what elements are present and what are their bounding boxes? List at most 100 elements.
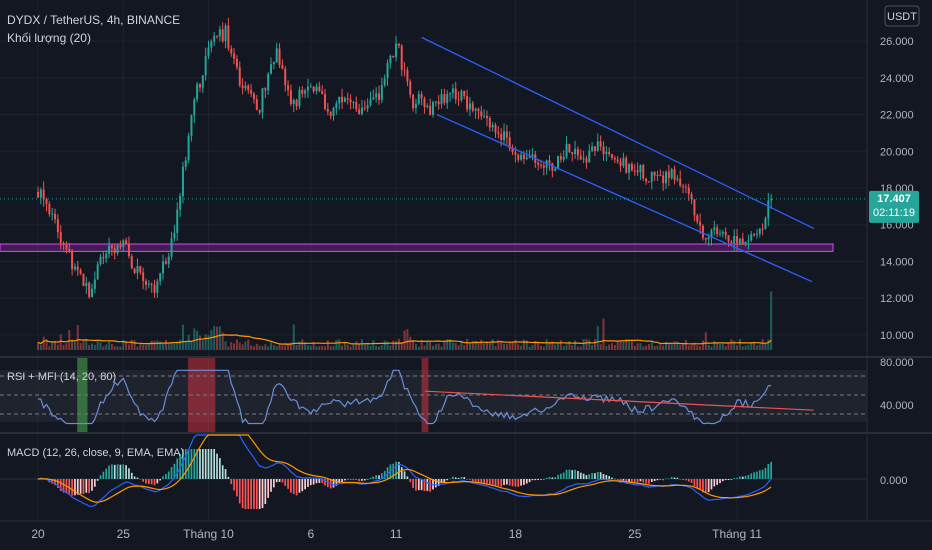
macd-histogram-bar: [400, 467, 403, 479]
channel-upper-line[interactable]: [421, 36, 815, 230]
candle-body: [306, 86, 309, 91]
candle-body: [247, 85, 250, 91]
candle-body: [153, 284, 156, 293]
macd-histogram-bar: [446, 479, 449, 481]
volume-bar: [278, 344, 281, 350]
volume-bar: [105, 344, 108, 350]
candle-body: [434, 101, 437, 103]
candle-body: [207, 47, 210, 56]
candle-body: [676, 178, 679, 180]
volume-bar: [497, 339, 500, 350]
macd-histogram-bar: [344, 479, 346, 481]
macd-histogram-bar: [139, 479, 142, 480]
volume-bar: [71, 339, 74, 350]
macd-histogram-bar: [585, 475, 588, 479]
candle-body: [79, 270, 82, 274]
time-label: Tháng 10: [183, 527, 234, 541]
macd-histogram-bar: [750, 473, 753, 479]
macd-histogram-bar: [537, 479, 539, 481]
macd-histogram-bar: [301, 479, 304, 492]
macd-histogram-bar: [761, 469, 764, 479]
candle-body: [176, 209, 179, 233]
price-axis[interactable]: 26.00024.00022.00020.00018.00016.00014.0…: [880, 36, 914, 342]
candle-body: [437, 101, 440, 105]
volume-bar: [503, 343, 506, 350]
rsi-legend[interactable]: RSI + MFI (14, 20, 80): [7, 371, 116, 383]
macd-histogram-bar: [105, 468, 108, 479]
volume-bar: [684, 339, 687, 350]
macd-histogram-bar: [37, 479, 39, 480]
macd-histogram-bar: [579, 472, 582, 479]
volume-bar: [738, 338, 741, 350]
volume-bar: [690, 344, 693, 350]
candle-body: [485, 115, 488, 119]
macd-histogram-bar: [577, 470, 579, 479]
grid-lines: [0, 0, 867, 521]
currency-button[interactable]: USDT: [884, 5, 920, 27]
volume-bar: [267, 346, 270, 350]
rsi-trendline[interactable]: [425, 390, 814, 411]
support-zone-rect[interactable]: [0, 243, 834, 252]
volume-bar: [755, 345, 758, 350]
candle-body: [770, 198, 773, 201]
volume-bar: [42, 336, 45, 350]
volume-bar: [167, 343, 170, 350]
time-axis[interactable]: 20 25 Tháng 10 6 11 18 25 Tháng 11: [31, 527, 762, 541]
macd-histogram-bar: [739, 476, 741, 479]
macd-histogram-bar: [57, 479, 59, 488]
macd-histogram-bar: [770, 461, 773, 479]
channel-lower-line[interactable]: [436, 113, 813, 283]
volume-bar: [193, 328, 196, 350]
candle-body: [446, 93, 449, 104]
volume-bar: [144, 344, 147, 350]
descending-channel[interactable]: [421, 36, 815, 283]
volume-bar: [108, 341, 111, 350]
rsi-oversold-zone-0: [77, 357, 88, 433]
macd-histogram-bar: [443, 479, 446, 483]
candle-body: [557, 156, 560, 169]
candle-body: [667, 171, 670, 179]
candle-body: [287, 85, 290, 91]
symbol-legend[interactable]: DYDX / TetherUS, 4h, BINANCE: [7, 13, 180, 27]
macd-histogram-bar: [488, 479, 491, 485]
candle-body: [468, 103, 471, 110]
candle-body: [383, 78, 386, 86]
candle-body: [576, 148, 579, 156]
macd-histogram-bar: [261, 479, 264, 509]
volume-bar: [51, 342, 54, 350]
volume-bar: [400, 343, 403, 350]
volume-bar: [338, 339, 341, 350]
price-candles[interactable]: [37, 17, 773, 299]
volume-bar: [593, 339, 596, 350]
macd-histogram-bar: [267, 479, 270, 498]
candle-body: [395, 43, 398, 58]
volume-bar: [136, 346, 139, 350]
volume-bar: [127, 344, 130, 350]
volume-bar: [747, 344, 750, 350]
macd-histogram-bar: [358, 479, 360, 482]
candle-body: [690, 194, 693, 200]
volume-bar: [59, 334, 62, 350]
macd-histogram-bar: [434, 479, 437, 488]
candle-body: [755, 233, 758, 235]
macd-histogram-bar: [145, 479, 147, 484]
volume-bar: [139, 344, 142, 350]
candle-body: [125, 240, 128, 244]
macd-histogram-bar: [292, 479, 295, 495]
macd-legend[interactable]: MACD (12, 26, close, 9, EMA, EMA): [7, 447, 184, 459]
volume-legend[interactable]: Khối lượng (20): [7, 31, 91, 45]
candle-body: [480, 111, 483, 117]
candle-body: [608, 151, 611, 155]
macd-histogram-bar: [253, 479, 255, 509]
macd-histogram-bar: [710, 479, 713, 490]
macd-histogram-bar: [91, 479, 93, 491]
candle-body: [520, 154, 523, 160]
volume-bar: [511, 341, 514, 350]
macd-histogram-bar: [690, 479, 693, 483]
volume-bar: [65, 343, 68, 350]
candle-body: [713, 227, 716, 231]
macd-histogram-bar: [716, 479, 719, 485]
volume-bar: [665, 342, 668, 350]
